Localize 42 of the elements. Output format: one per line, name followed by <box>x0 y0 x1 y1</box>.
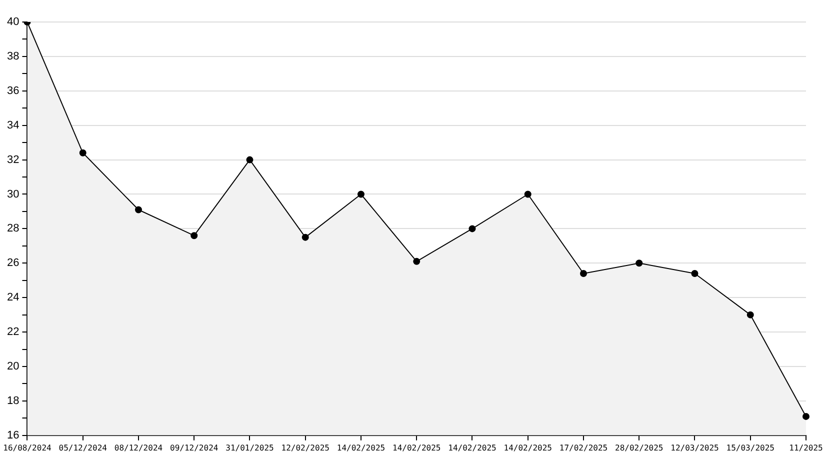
y-tick-label: 34 <box>6 119 20 132</box>
y-tick-label: 30 <box>6 188 20 200</box>
x-tick-label: 14/02/2025 <box>448 443 497 452</box>
x-tick-label: 08/12/2024 <box>114 443 163 452</box>
x-tick-label: 14/02/2025 <box>336 443 386 452</box>
x-tick-label: 17/02/2025 <box>559 443 608 452</box>
x-tick-label: 15/03/2025 <box>726 443 775 452</box>
y-tick-label: 40 <box>6 16 20 28</box>
y-tick-label: 38 <box>6 50 20 62</box>
x-tick-label: 16/08/2024 <box>3 443 52 452</box>
point <box>636 260 643 267</box>
point <box>413 258 420 265</box>
y-tick-label: 26 <box>6 257 20 270</box>
x-tick-label: 11/2025 <box>789 443 824 452</box>
x-tick-label: 14/02/2025 <box>392 443 441 452</box>
x-tick-label: 05/12/2024 <box>58 443 108 452</box>
x-tick-label: 28/02/2025 <box>615 443 664 452</box>
x-tick-label: 09/12/2024 <box>170 443 218 452</box>
y-tick-label: 36 <box>6 84 20 97</box>
y-tick-label: 22 <box>6 326 20 338</box>
y-tick-label: 24 <box>6 292 20 304</box>
point <box>246 156 254 164</box>
point <box>468 225 476 232</box>
point <box>746 311 754 318</box>
point <box>691 270 698 277</box>
point <box>134 206 142 214</box>
y-tick-label: 18 <box>6 394 20 407</box>
point <box>524 190 532 198</box>
x-tick-label: 14/02/2025 <box>504 443 552 452</box>
y-tick-label: 32 <box>6 154 20 166</box>
point <box>302 234 309 241</box>
point <box>580 270 587 277</box>
point <box>802 412 810 420</box>
point <box>190 232 198 240</box>
point <box>79 149 86 156</box>
point <box>357 190 364 198</box>
x-tick-label: 12/03/2025 <box>670 443 720 452</box>
x-tick-label: 12/02/2025 <box>281 443 330 452</box>
y-tick-label: 28 <box>6 222 20 235</box>
y-tick-label: 20 <box>6 360 20 373</box>
y-tick-label: 16 <box>6 429 20 442</box>
x-tick-label: 31/01/2025 <box>226 443 274 452</box>
